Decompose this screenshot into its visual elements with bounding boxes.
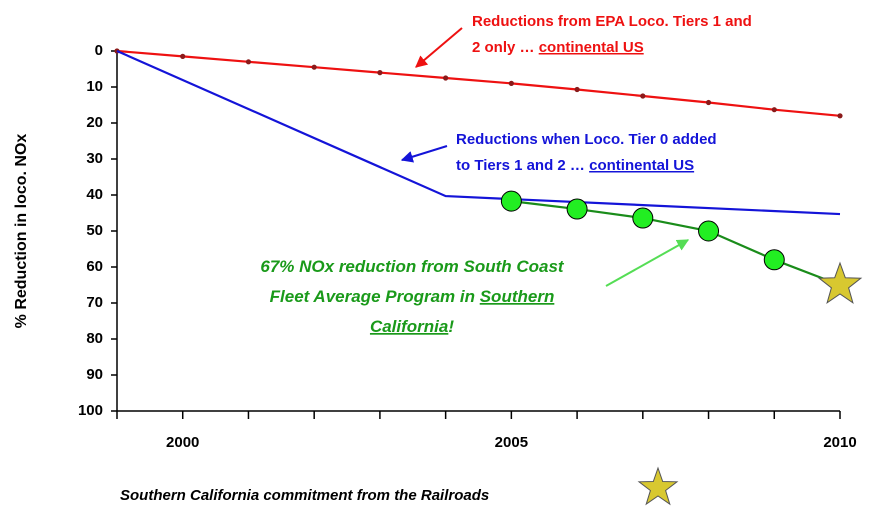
annotation-text: Southern (480, 287, 555, 306)
arrow (415, 27, 463, 68)
y-tick-label: 10 (86, 78, 103, 95)
arrow (605, 239, 690, 287)
point (705, 99, 712, 106)
annotation: to Tiers 1 and 2 … continental US (456, 157, 694, 174)
point (443, 75, 449, 81)
annotation-text: to Tiers 1 and 2 … (456, 157, 589, 174)
annotation: 67% NOx reduction from South Coast (260, 257, 565, 276)
annotation: Reductions from EPA Loco. Tiers 1 and (472, 13, 752, 30)
y-tick-label: 40 (86, 186, 103, 203)
annotation-text: continental US (539, 39, 644, 56)
point (566, 198, 588, 220)
point (632, 207, 654, 229)
point (500, 190, 522, 212)
arrow (400, 145, 448, 163)
point (574, 86, 580, 93)
annotation: Fleet Average Program in Southern (270, 287, 555, 306)
point (508, 80, 514, 86)
y-tick-label: 30 (86, 150, 103, 167)
annotation-text: Fleet Average Program in (270, 287, 480, 306)
point (377, 70, 383, 76)
y-axis-label: % Reduction in loco. NOx (13, 134, 30, 329)
point (698, 220, 720, 242)
y-tick-label: 20 (86, 114, 103, 131)
caption: Southern California commitment from the … (120, 487, 489, 504)
x-tick-label: 2005 (495, 434, 528, 451)
point (180, 53, 186, 60)
y-tick-label: 100 (78, 402, 103, 419)
y-tick-label: 90 (86, 366, 103, 383)
point (245, 59, 252, 65)
y-tick-label: 60 (86, 258, 103, 275)
y-tick-label: 0 (95, 42, 103, 59)
point (640, 93, 646, 99)
series-line (511, 200, 841, 287)
x-tick-label: 2000 (166, 434, 199, 451)
point (311, 64, 317, 70)
annotation-text: 67% NOx reduction from South Coast (260, 257, 565, 276)
annotation-text: Reductions from EPA Loco. Tiers 1 and (472, 13, 752, 30)
y-tick-label: 80 (86, 330, 103, 347)
annotation-text: California (370, 317, 448, 336)
annotation-text: 2 only … (472, 39, 539, 56)
point (837, 113, 843, 119)
y-tick-label: 50 (86, 222, 103, 239)
x-tick-label: 2010 (823, 434, 856, 451)
annotation: Reductions when Loco. Tier 0 added (456, 131, 717, 148)
star-marker (817, 261, 863, 304)
y-tick-label: 70 (86, 294, 103, 311)
annotation: 2 only … continental US (472, 39, 644, 56)
point (771, 107, 777, 113)
annotation-text: continental US (589, 157, 694, 174)
annotation-text: ! (448, 317, 454, 336)
point (763, 249, 785, 271)
series-line (116, 49, 841, 216)
annotation: California! (370, 317, 454, 336)
annotation-text: Reductions when Loco. Tier 0 added (456, 131, 717, 148)
series-line (116, 49, 841, 117)
star-icon (637, 466, 679, 506)
